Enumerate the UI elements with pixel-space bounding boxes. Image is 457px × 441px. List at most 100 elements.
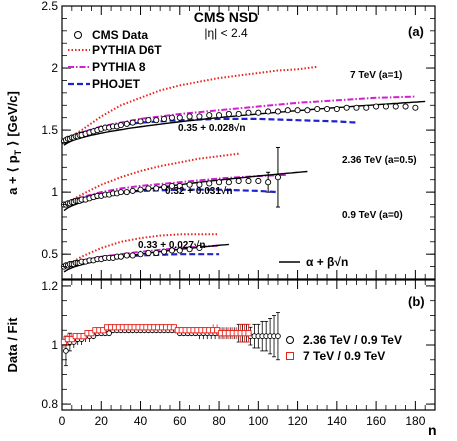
data-point-7tev <box>255 109 262 116</box>
data-point-7tev <box>304 107 311 114</box>
ylabel-end: ⟩ [GeV/c] <box>5 91 20 150</box>
data-point-2.36tev <box>206 180 213 187</box>
x-tick-label: 20 <box>95 414 109 428</box>
panel-a: 0.5 1 1.5 2 2.5 (a) CMS NSD |η| < 2.4 a + ⟨ … <box>5 0 436 280</box>
legend-marker-ratio-7 <box>286 352 294 360</box>
data-point-2.36tev <box>161 184 168 191</box>
data-point-2.36tev <box>176 182 183 189</box>
data-point-7tev <box>333 105 340 113</box>
data-point-7tev <box>353 104 360 111</box>
data-point-0.9tev <box>161 248 168 255</box>
panel-a-x-ticks <box>61 6 436 279</box>
ratio-y-tick-label: 1.2 <box>41 279 58 293</box>
data-point-7tev <box>343 104 350 111</box>
data-point-7tev <box>284 107 291 114</box>
data-point-2.36tev <box>153 185 160 192</box>
data-point-7tev <box>145 117 152 124</box>
legend-label-ratio-2.36: 2.36 TeV / 0.9 TeV <box>303 333 402 347</box>
ratio-y-tick-label: 1 <box>51 338 58 352</box>
data-point-2.36tev <box>274 174 281 181</box>
panel-a-y-axis: 0.5 1 1.5 2 2.5 <box>41 0 435 280</box>
data-point-0.9tev <box>129 252 136 259</box>
data-point-2.36tev <box>117 189 124 196</box>
ratio-y-tick-label: 0.8 <box>41 397 58 411</box>
data-point-7tev <box>153 117 160 124</box>
data-point-2.36tev <box>245 177 252 185</box>
panel-b-y-axis: 0.8 1 1.2 <box>41 279 435 411</box>
data-point-7tev <box>161 115 168 122</box>
data-point-7tev <box>176 114 183 121</box>
data-point-7tev <box>323 105 331 113</box>
data-point-7tev <box>129 119 136 126</box>
x-tick-label: 100 <box>248 414 268 428</box>
legend-label-pythia-8: PYTHIA 8 <box>92 60 146 74</box>
data-point-2.36tev <box>255 177 262 185</box>
data-point-7tev <box>186 113 193 120</box>
panel-b-label: (b) <box>408 294 425 309</box>
point-ratio-7 <box>245 330 252 337</box>
data-point-7tev <box>412 104 419 111</box>
data-point-7tev <box>117 122 124 129</box>
data-point-0.9tev <box>145 249 152 256</box>
fit-label-2.36tev: 0.32 + 0.031√n <box>165 186 232 197</box>
data-point-7tev <box>363 104 370 111</box>
x-tick-label: 180 <box>405 414 425 428</box>
data-point-7tev <box>225 110 232 118</box>
x-tick-label: 160 <box>366 414 386 428</box>
legend: CMS Data PYTHIA D6T PYTHIA 8 PHOJET <box>68 28 162 91</box>
data-point-7tev <box>196 113 203 120</box>
data-point-7tev <box>314 105 321 113</box>
fit-label-7tev: 0.35 + 0.028√n <box>178 123 245 134</box>
legend-label-pythia-d6t: PYTHIA D6T <box>92 43 162 57</box>
point-ratio-2.36 <box>275 333 281 339</box>
chart-subtitle: |η| < 2.4 <box>204 26 248 40</box>
energy-label-0.9tev: 0.9 TeV (a=0) <box>342 210 403 221</box>
data-point-2.36tev <box>196 181 203 188</box>
data-point-2.36tev <box>216 179 223 186</box>
ylabel-sub: T <box>13 149 23 155</box>
legend-label-cms-data: CMS Data <box>92 28 148 42</box>
data-point-7tev <box>265 108 272 115</box>
data-point-2.36tev <box>123 189 130 196</box>
x-tick-label: 60 <box>173 414 187 428</box>
data-point-2.36tev <box>265 179 272 186</box>
y-tick-label: 0.5 <box>41 247 58 261</box>
legend-label-phojet: PHOJET <box>92 77 141 91</box>
panel-a-plot-area <box>60 65 426 273</box>
data-point-7tev <box>382 103 389 110</box>
data-point-0.9tev <box>137 251 144 258</box>
fit-label-0.9tev: 0.33 + 0.027√n <box>138 240 205 251</box>
point-ratio-2.36 <box>63 348 69 354</box>
legend-marker-ratio-2.36 <box>286 336 294 344</box>
ylabel-main: a + ⟨ p <box>5 155 20 195</box>
panel-a-label: (a) <box>408 24 424 39</box>
panel-b-ylabel: Data / Fit <box>5 317 20 373</box>
data-point-2.36tev <box>129 187 136 194</box>
x-tick-label: 80 <box>212 414 226 428</box>
x-tick-label: 0 <box>59 414 66 428</box>
legend-marker-cms-data <box>74 31 82 39</box>
data-point-0.9tev <box>186 246 193 253</box>
point-ratio-2.36 <box>106 330 112 337</box>
x-tick-label: 40 <box>134 414 148 428</box>
data-point-7tev <box>392 103 399 110</box>
data-point-0.9tev <box>117 253 124 260</box>
data-point-7tev <box>206 112 213 119</box>
fit-legend-label: α + β√n <box>306 255 348 269</box>
data-point-2.36tev <box>137 186 144 193</box>
data-point-7tev <box>245 109 252 116</box>
data-point-7tev <box>123 120 130 127</box>
panel-a-ylabel: a + ⟨ pT ⟩ [GeV/c] <box>5 91 23 195</box>
data-point-0.9tev <box>168 247 175 254</box>
x-tick-label: 140 <box>327 414 347 428</box>
y-tick-label: 1 <box>51 185 58 199</box>
data-point-2.36tev <box>235 177 242 185</box>
data-point-7tev <box>235 110 242 118</box>
data-point-0.9tev <box>196 244 203 252</box>
data-point-2.36tev <box>145 185 152 192</box>
energy-label-2.36tev: 2.36 TeV (a=0.5) <box>342 155 417 166</box>
data-point-7tev <box>216 112 223 119</box>
panel-b-legend: 2.36 TeV / 0.9 TeV 7 TeV / 0.9 TeV <box>286 333 402 363</box>
panel-b-x-axis: 0 20 40 60 80 100 120 140 160 180 <box>59 280 436 428</box>
